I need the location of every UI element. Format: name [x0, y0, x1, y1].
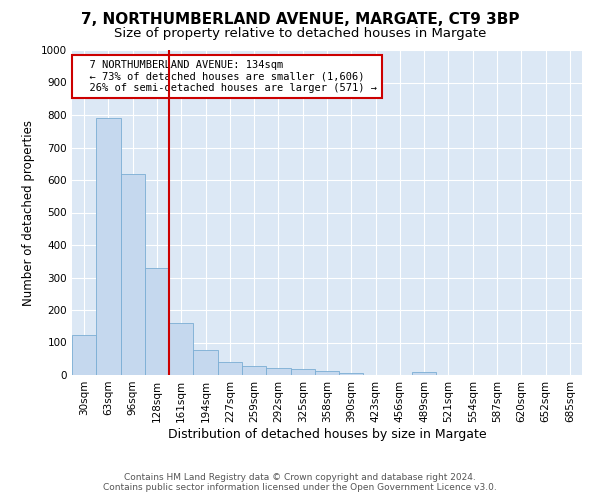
Bar	[121, 174, 145, 375]
Bar	[96, 118, 121, 375]
Bar	[242, 366, 266, 375]
Bar	[266, 368, 290, 375]
Bar	[290, 370, 315, 375]
Bar	[218, 362, 242, 375]
Bar	[412, 372, 436, 375]
Bar	[72, 336, 96, 375]
Y-axis label: Number of detached properties: Number of detached properties	[22, 120, 35, 306]
Bar	[169, 323, 193, 375]
Text: 7 NORTHUMBERLAND AVENUE: 134sqm
  ← 73% of detached houses are smaller (1,606)
 : 7 NORTHUMBERLAND AVENUE: 134sqm ← 73% of…	[77, 60, 377, 93]
Text: 7, NORTHUMBERLAND AVENUE, MARGATE, CT9 3BP: 7, NORTHUMBERLAND AVENUE, MARGATE, CT9 3…	[81, 12, 519, 28]
Bar	[315, 371, 339, 375]
Bar	[193, 350, 218, 375]
X-axis label: Distribution of detached houses by size in Margate: Distribution of detached houses by size …	[167, 428, 487, 440]
Text: Contains HM Land Registry data © Crown copyright and database right 2024.
Contai: Contains HM Land Registry data © Crown c…	[103, 473, 497, 492]
Bar	[145, 268, 169, 375]
Text: Size of property relative to detached houses in Margate: Size of property relative to detached ho…	[114, 28, 486, 40]
Bar	[339, 372, 364, 375]
